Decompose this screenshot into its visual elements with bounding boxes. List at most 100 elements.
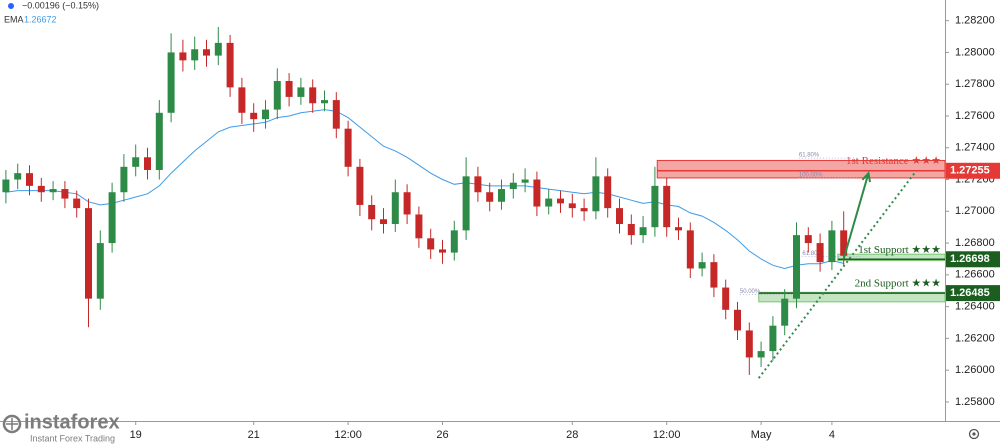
candle-body — [557, 198, 564, 204]
y-tick-label: 1.26800 — [955, 237, 995, 249]
y-tick-label: 1.27800 — [955, 78, 995, 90]
axes: 1.28200 1.28000 1.27800 1.27600 1.27400 1.272… — [130, 15, 1000, 441]
candle-body — [37, 185, 45, 193]
candle-body — [545, 198, 553, 207]
candle-body — [309, 87, 317, 104]
candle-body — [580, 208, 588, 212]
settings-icon[interactable] — [968, 428, 980, 440]
y-tick-label: 1.26600 — [955, 269, 995, 281]
candle-body — [521, 179, 529, 183]
y-tick-label: 1.27000 — [955, 205, 995, 217]
candle-body — [745, 330, 753, 358]
watermark: instaforex Instant Forex Trading — [2, 411, 120, 443]
candle-body — [427, 238, 435, 250]
candle-body — [840, 230, 848, 256]
candle-body — [250, 112, 258, 120]
candle-body — [627, 224, 635, 236]
logo — [2, 414, 22, 434]
candle-body — [415, 214, 423, 239]
level-label-bg — [946, 162, 1000, 179]
ema-line — [5, 109, 844, 270]
price-change: −0.00196 (−0.15%) — [22, 0, 99, 10]
candle-body — [616, 208, 623, 225]
candle-body — [238, 87, 246, 113]
candle-body — [61, 189, 69, 199]
candle-body — [722, 287, 730, 310]
x-tick-label: 12:00 — [334, 429, 362, 441]
level-label-bg — [946, 251, 1000, 268]
candle-body — [651, 185, 659, 228]
candle-body — [804, 235, 812, 244]
level-label-bg — [946, 285, 1000, 302]
candle-body — [108, 192, 116, 244]
candle-body — [710, 262, 718, 288]
brand: instaforex — [24, 411, 120, 433]
candle-body — [509, 182, 517, 190]
candle-body — [297, 87, 305, 97]
candle-body — [226, 42, 234, 88]
symbol-dot — [8, 3, 14, 9]
x-tick-label: 26 — [436, 429, 448, 441]
candle-body — [462, 176, 470, 231]
candle-body — [132, 157, 140, 167]
y-tick-label: 1.25800 — [955, 396, 995, 408]
candle-body — [285, 81, 293, 97]
candle-body — [144, 157, 151, 170]
candle-body — [568, 203, 576, 209]
y-tick-label: 1.26400 — [955, 301, 995, 313]
level-label: 1.27255 — [950, 165, 990, 177]
candle-body — [26, 173, 33, 186]
x-tick-label: 4 — [829, 429, 835, 441]
zone — [837, 253, 946, 262]
candle-body — [203, 49, 210, 56]
candle-body — [2, 179, 10, 193]
gear-center[interactable] — [972, 432, 976, 436]
candle-body — [757, 351, 765, 358]
candle-body — [686, 230, 694, 269]
y-tick-label: 1.27400 — [955, 142, 995, 154]
arrow-head — [861, 170, 871, 183]
candle-body — [155, 112, 163, 170]
candle-body — [273, 81, 281, 110]
x-tick-label: May — [751, 429, 772, 441]
candle-body — [698, 262, 706, 269]
gear[interactable] — [968, 428, 980, 440]
level-label: 1.26485 — [950, 287, 990, 299]
candle-body — [85, 208, 92, 299]
y-tick-label: 1.26000 — [955, 364, 995, 376]
plot-area: 1st Resistance ★★★ 1st Support ★★★ 2nd Sup… — [2, 27, 946, 379]
zone — [656, 159, 946, 179]
y-tick-label: 1.27600 — [955, 110, 995, 122]
candle-body — [262, 109, 269, 120]
candle-body — [474, 176, 482, 193]
y-tick-label: 1.26200 — [955, 332, 995, 344]
candle-body — [321, 100, 328, 104]
candle-body — [403, 192, 411, 215]
zone-name: 1st Resistance ★★★ — [846, 155, 941, 167]
zone-name: 1st Support ★★★ — [858, 244, 941, 256]
level-label: 1.26698 — [950, 253, 990, 265]
candle-body — [498, 189, 505, 202]
candle-body — [49, 189, 57, 193]
candle-body — [14, 173, 22, 180]
x-tick-label: 12:00 — [653, 429, 681, 441]
candle-body — [439, 249, 446, 253]
candle-body — [380, 219, 387, 225]
arrow — [842, 172, 870, 260]
candle-body — [592, 176, 600, 212]
fib-label: 50.00% — [740, 289, 761, 295]
candle-body — [120, 166, 128, 193]
candle-body — [332, 100, 340, 129]
ema-value: 1.26672 — [24, 14, 57, 24]
ema-label: EMA — [4, 14, 24, 24]
candle-body — [344, 128, 352, 167]
fib-label: 61.80% — [802, 251, 823, 257]
candle-body — [356, 166, 364, 205]
candle-body — [179, 52, 187, 61]
logo-mark — [6, 418, 18, 430]
zone-name: 2nd Support ★★★ — [855, 278, 942, 290]
tagline: Instant Forex Trading — [30, 433, 115, 443]
x-tick-label: 28 — [566, 429, 578, 441]
